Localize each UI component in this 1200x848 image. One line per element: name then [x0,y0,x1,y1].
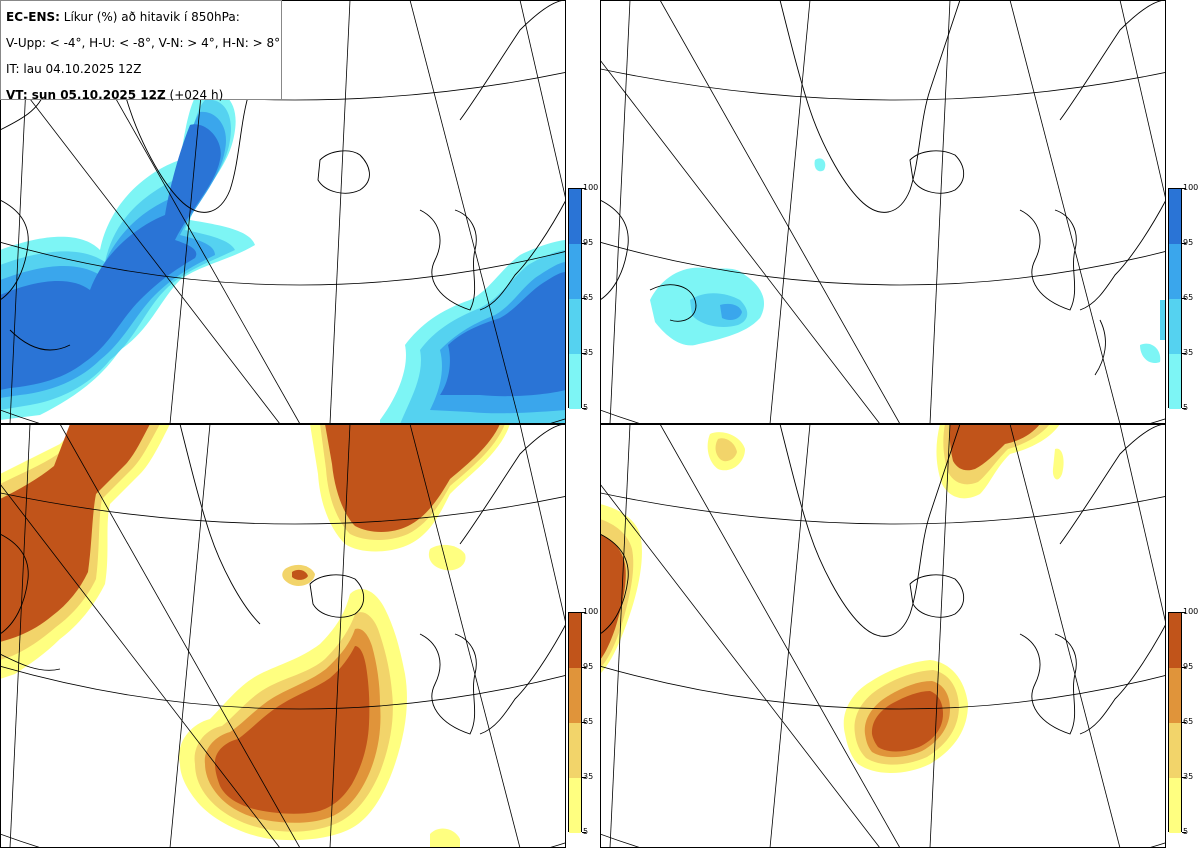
colorbar-tick [1182,408,1186,409]
colorbar-segment [1169,189,1181,244]
colorbar-tick [1182,722,1186,723]
colorbar-segment [1169,668,1181,723]
colorbar-tick [1182,832,1186,833]
colorbar-tick [1182,298,1186,299]
coastlines [600,424,1166,735]
colorbar-tick [1182,353,1186,354]
map-v-n [0,424,566,848]
colorbar-tick-label: 65 [1183,293,1194,302]
colorbar-tick [1182,188,1186,189]
forecast-info-box: EC-ENS: Líkur (%) að hitavik í 850hPa: V… [0,0,282,102]
colorbar-bottom-left [568,612,582,833]
colorbar-tick-label: 100 [583,183,599,192]
colorbar-tick [582,667,586,668]
colorbar-tick-label: 5 [1183,827,1189,836]
title-line-1: EC-ENS: Líkur (%) að hitavik í 850hPa: [6,10,240,24]
colorbar-tick-label: 95 [583,238,594,247]
colorbar-tick-label: 35 [1183,348,1194,357]
colorbar-segment [1169,613,1181,668]
coastlines [600,0,1166,376]
colorbar-segment [569,778,581,833]
colorbar-tick [582,353,586,354]
colorbar-segment [569,613,581,668]
colorbar-tick [1182,243,1186,244]
colorbar-tick-label: 95 [1183,662,1194,671]
colorbar-tick-label: 95 [583,662,594,671]
probability-field-h-n [600,424,1064,773]
colorbar-segment [569,244,581,299]
lat-lon-grid [0,424,566,848]
probability-field-v-n [0,424,510,848]
title-line-4: VT: sun 05.10.2025 12Z (+024 h) [6,88,224,102]
colorbar-tick [582,188,586,189]
colorbar-segment [569,668,581,723]
colorbar-tick-label: 100 [1183,607,1199,616]
colorbar-tick [582,243,586,244]
colorbar-segment [1169,354,1181,409]
colorbar-segment [569,723,581,778]
colorbar-tick [1182,777,1186,778]
colorbar-segment [1169,778,1181,833]
colorbar-tick-label: 35 [583,772,594,781]
map-panel-h-u [600,0,1166,424]
colorbar-tick-label: 95 [1183,238,1194,247]
map-h-n [600,424,1166,848]
colorbar-segment [1169,299,1181,354]
colorbar-segment [1169,723,1181,778]
colorbar-segment [569,189,581,244]
map-v-upp [0,0,566,424]
map-panel-h-n [600,424,1166,848]
colorbar-tick-label: 100 [583,607,599,616]
colorbar-tick-label: 65 [583,293,594,302]
colorbar-tick-label: 35 [583,348,594,357]
colorbar-tick-label: 5 [1183,403,1189,412]
colorbar-tick [582,408,586,409]
colorbar-tick-label: 35 [1183,772,1194,781]
colorbar-segment [1169,244,1181,299]
colorbar-tick-label: 65 [583,717,594,726]
colorbar-tick [582,777,586,778]
map-h-u [600,0,1166,424]
colorbar-tick-label: 100 [1183,183,1199,192]
colorbar-segment [569,354,581,409]
colorbar-tick [1182,667,1186,668]
coastlines [0,424,566,735]
lat-lon-grid [600,0,1166,424]
probability-field-v-upp [0,88,566,424]
colorbar-tick-label: 5 [583,403,589,412]
colorbar-tick [582,722,586,723]
colorbar-tick [1182,612,1186,613]
colorbar-bottom-right [1168,612,1182,833]
colorbar-tick-label: 65 [1183,717,1194,726]
title-line-2: V-Upp: < -4°, H-U: < -8°, V-N: > 4°, H-N… [6,36,281,50]
colorbar-tick [582,298,586,299]
probability-field-h-u [650,158,1166,364]
colorbar-tick [582,832,586,833]
colorbar-top-left [568,188,582,409]
colorbar-tick [582,612,586,613]
lat-lon-grid [600,424,1166,848]
title-line-3: IT: lau 04.10.2025 12Z [6,62,142,76]
map-panel-v-upp [0,0,566,424]
colorbar-top-right [1168,188,1182,409]
colorbar-tick-label: 5 [583,827,589,836]
colorbar-segment [569,299,581,354]
map-panel-v-n [0,424,566,848]
